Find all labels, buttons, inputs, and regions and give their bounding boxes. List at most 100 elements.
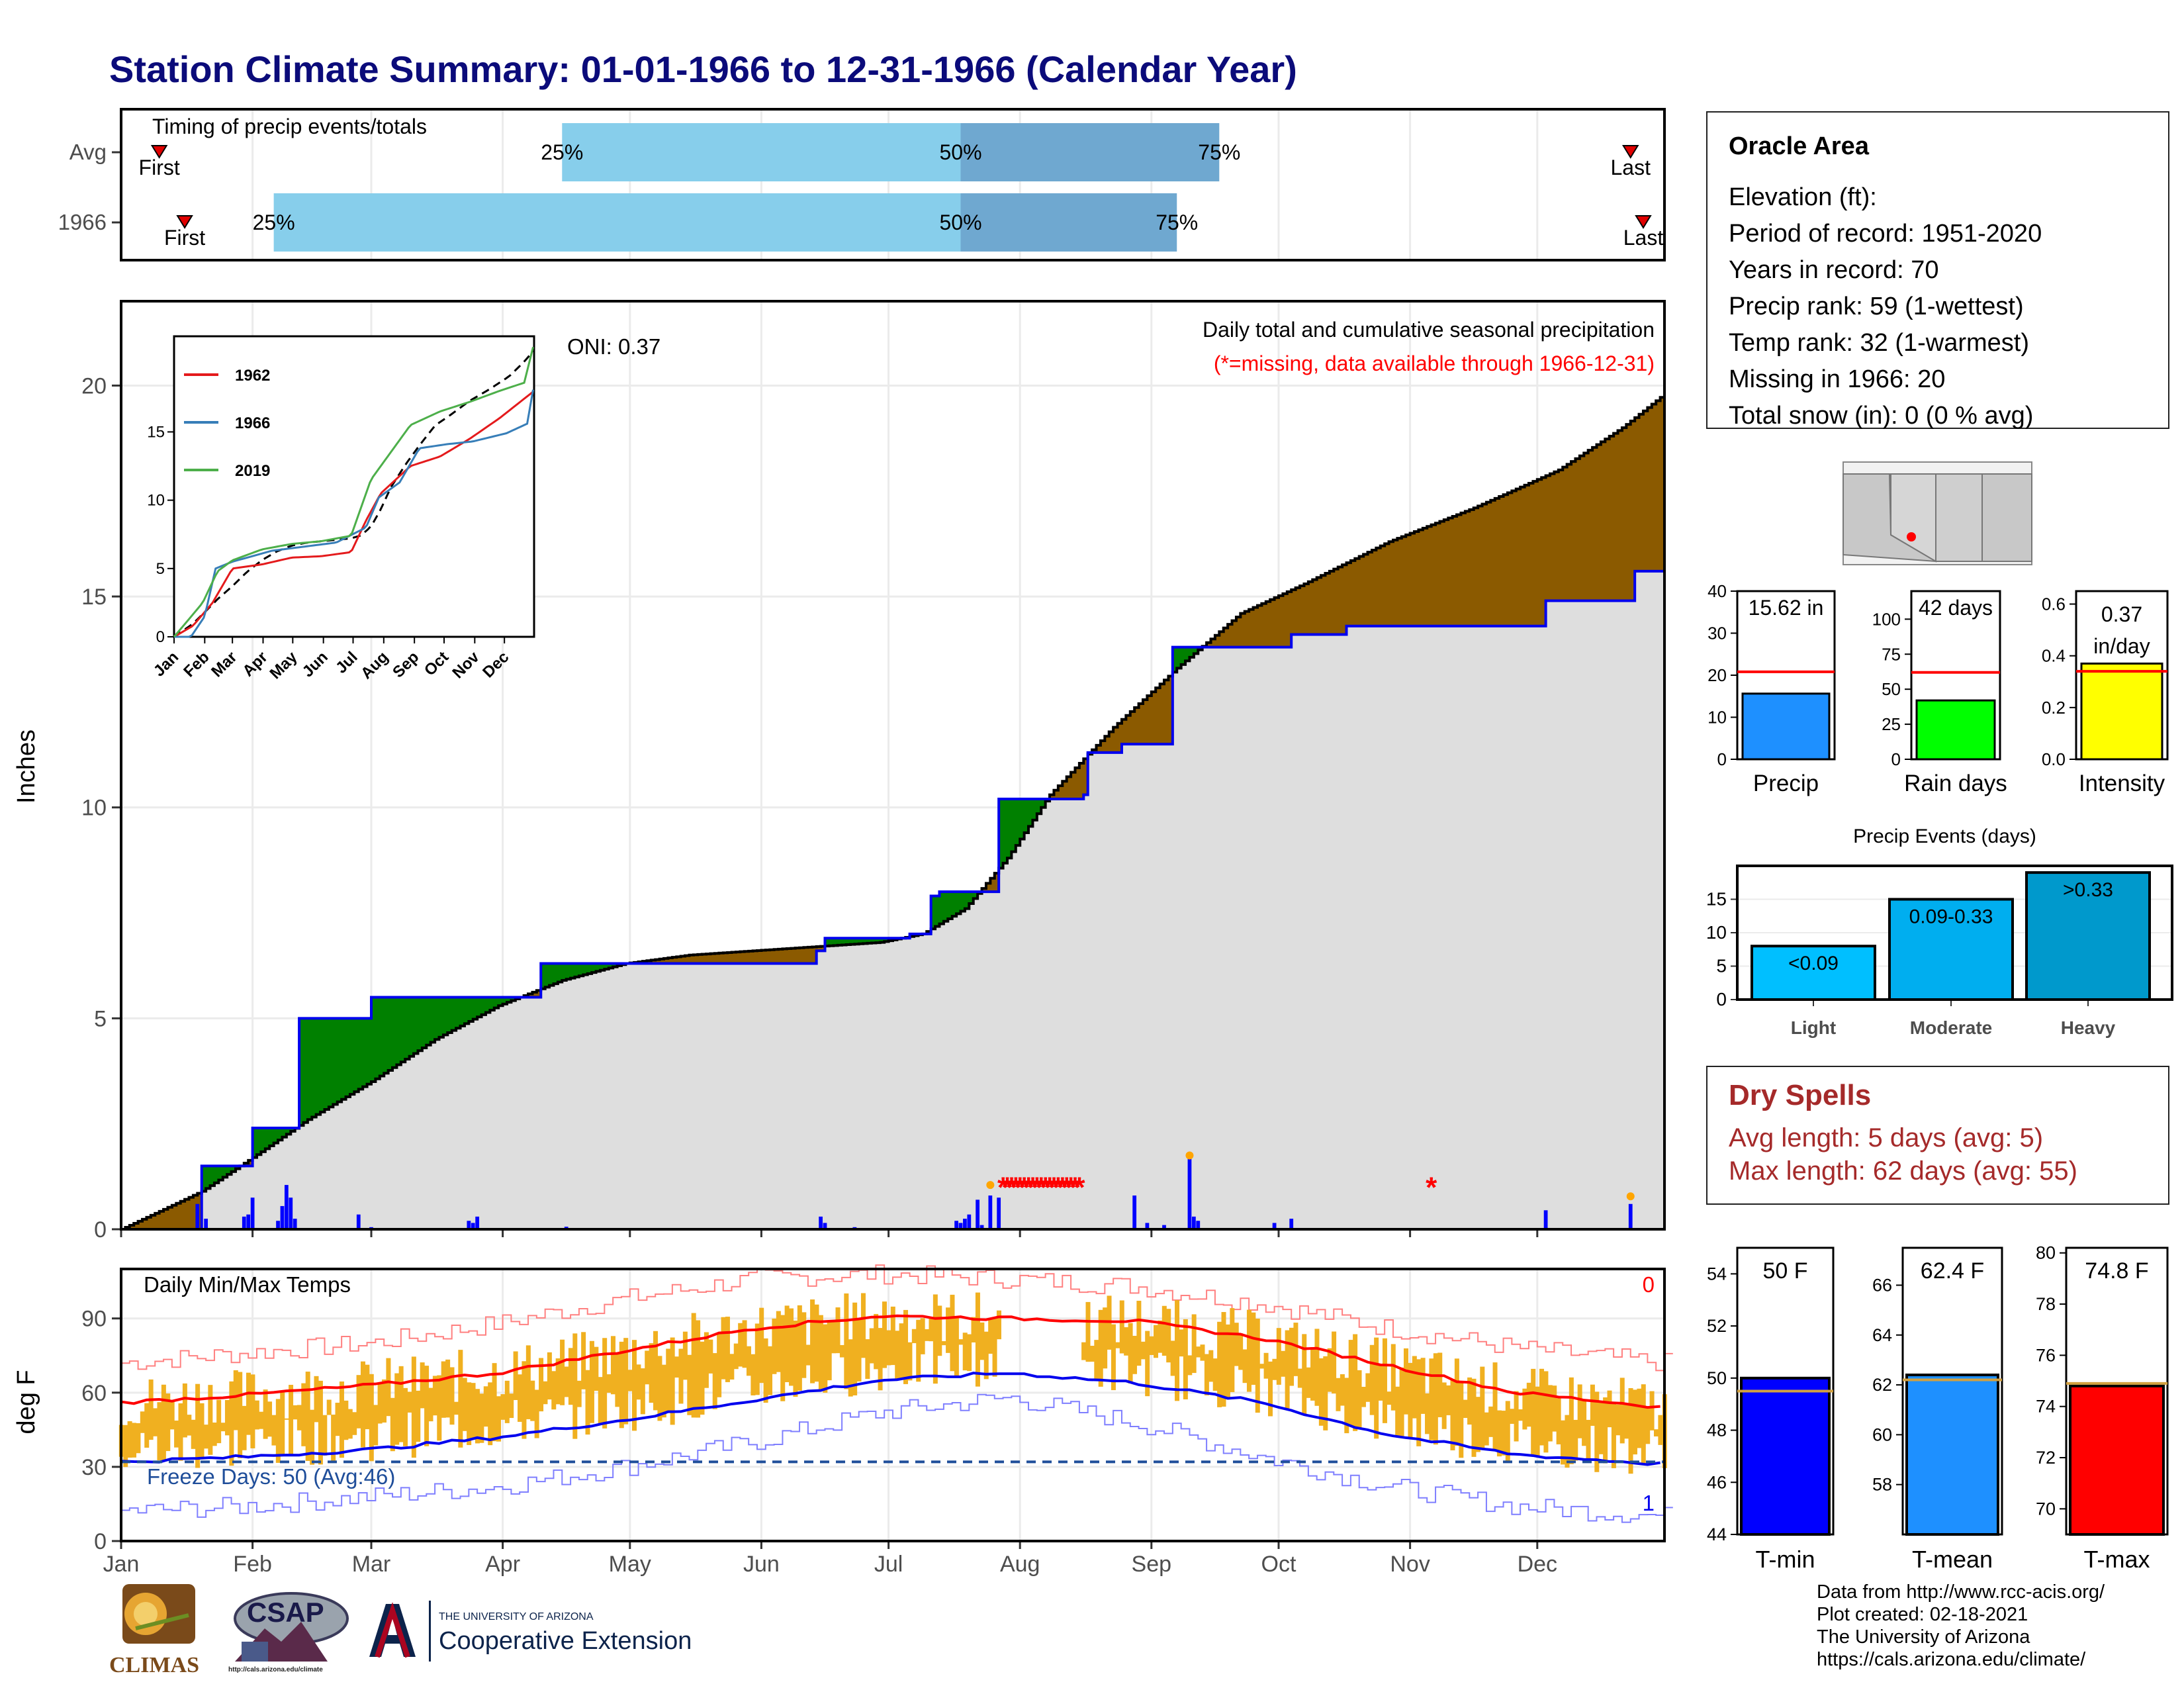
temp-daily-range-bar [246, 1372, 251, 1435]
temp-daily-range-bar [1332, 1331, 1337, 1394]
month-label: Oct [1261, 1552, 1297, 1577]
month-label: Dec [1518, 1552, 1557, 1577]
precip-daily-bar [1162, 1225, 1166, 1229]
temp-bar-ytick-label: 66 [1872, 1275, 1892, 1295]
temp-daily-range-bar [335, 1403, 340, 1436]
temp-daily-range-bar [263, 1389, 268, 1439]
precip-daily-bar [471, 1223, 475, 1229]
temp-daily-range-bar [148, 1379, 154, 1440]
temp-daily-range-bar [1327, 1348, 1332, 1392]
timing-marker-label: First [139, 156, 180, 179]
temp-daily-range-bar [1230, 1308, 1235, 1393]
temp-daily-range-bar [453, 1401, 459, 1415]
temp-daily-range-bar [874, 1313, 879, 1370]
temp-daily-range-bar [831, 1322, 837, 1354]
temp-daily-range-bar [983, 1331, 989, 1380]
temp-daily-range-bar [623, 1338, 629, 1425]
csap-cloud-icon [234, 1592, 349, 1662]
temp-daily-range-bar [700, 1341, 705, 1415]
temp-daily-range-bar [169, 1401, 175, 1430]
precip-daily-bar [979, 1225, 984, 1229]
temp-daily-range-bar [1395, 1386, 1400, 1436]
temp-daily-range-bar [322, 1415, 328, 1456]
mini-bar-value-label: 15.62 in [1749, 596, 1824, 620]
temp-bar-ytick-label: 44 [1707, 1524, 1727, 1544]
temp-daily-range-bar [920, 1318, 925, 1354]
temp-daily-range-bar [890, 1306, 895, 1366]
climas-logo[interactable]: CLIMAS [109, 1581, 218, 1680]
temp-daily-range-bar [547, 1352, 552, 1400]
mini-bar-ytick-label: 0.0 [2042, 749, 2066, 769]
map-state-shape [1981, 473, 2032, 562]
temp-daily-range-bar [933, 1294, 938, 1384]
temp-daily-range-bar [1242, 1349, 1248, 1383]
temp-daily-range-bar [1649, 1391, 1655, 1430]
temp-daily-range-bar [1510, 1409, 1515, 1424]
temp-daily-range-bar [1454, 1358, 1459, 1446]
temp-daily-range-bar [1140, 1341, 1146, 1360]
temp-daily-range-bar [224, 1399, 230, 1436]
mini-bar-ytick-label: 100 [1872, 609, 1901, 629]
temp-daily-range-bar [140, 1411, 145, 1433]
temp-daily-range-bar [182, 1383, 187, 1438]
temp-daily-range-bar [416, 1390, 421, 1442]
temp-daily-range-bar [1628, 1388, 1633, 1474]
temp-daily-range-bar [1196, 1346, 1201, 1358]
temp-daily-range-bar [886, 1330, 891, 1366]
mini-bar-ytick-label: 50 [1882, 679, 1901, 699]
temp-daily-range-bar [937, 1305, 942, 1356]
temp-daily-range-bar [1348, 1340, 1353, 1426]
temp-daily-range-bar [682, 1331, 688, 1380]
temp-daily-range-bar [1539, 1368, 1545, 1446]
temp-daily-range-bar [1429, 1358, 1434, 1440]
missing-marker: * [1036, 1172, 1048, 1204]
temp-bar-ytick-label: 70 [2036, 1499, 2056, 1519]
precip-avg-cumulative-line [121, 394, 1666, 1231]
missing-marker: * [1052, 1172, 1064, 1204]
csap-url: http://cals.arizona.edu/climate [228, 1666, 323, 1673]
temp-avg-line [120, 1314, 1661, 1409]
temp-daily-range-bar [1420, 1358, 1426, 1414]
temp-daily-range-bar [420, 1362, 425, 1409]
temp-daily-range-bar [852, 1302, 858, 1395]
temp-daily-range-bar [606, 1374, 612, 1393]
temp-frame [120, 1268, 1666, 1542]
temp-daily-range-bar [208, 1385, 213, 1455]
csap-logo[interactable]: CSAP http://cals.arizona.edu/climate [228, 1589, 354, 1681]
temp-daily-range-bar [1336, 1378, 1341, 1411]
temp-daily-range-bar [1365, 1373, 1371, 1402]
temp-bar-label: T-mean [1912, 1546, 1993, 1573]
credit-line: The University of Arizona [1817, 1626, 2030, 1648]
temp-bar-ytick-label: 54 [1707, 1264, 1727, 1284]
temp-daily-range-bar [136, 1423, 141, 1454]
temp-daily-range-bar [289, 1384, 294, 1455]
temp-daily-range-bar [267, 1401, 273, 1437]
temp-daily-range-bar [869, 1328, 874, 1364]
timing-bar-lower [273, 193, 961, 252]
temp-daily-range-bar [725, 1317, 730, 1382]
temp-daily-range-bar [347, 1409, 353, 1439]
missing-marker: * [1001, 1172, 1013, 1204]
temp-daily-range-bar [1561, 1420, 1566, 1465]
ua-block-a-icon [369, 1602, 416, 1658]
temp-bar-ytick-label: 78 [2036, 1294, 2056, 1314]
temp-daily-range-bar [1501, 1411, 1506, 1456]
temp-daily-range-bar [1514, 1391, 1519, 1442]
temp-daily-range-bar [1302, 1334, 1307, 1415]
temp-daily-range-bar [1170, 1340, 1175, 1376]
precip-daily-bar [284, 1185, 289, 1229]
precip-ytick-label: 5 [94, 1006, 107, 1031]
temp-bar [1905, 1374, 1999, 1536]
temp-daily-range-bar [462, 1378, 467, 1431]
temp-daily-range-bar [1441, 1382, 1447, 1429]
precip-daily-bar [958, 1223, 963, 1229]
temp-daily-range-bar [805, 1344, 811, 1366]
mini-bar-value-label: 42 days [1919, 596, 1993, 620]
temp-daily-range-bar [1238, 1333, 1244, 1370]
temp-bar-ytick-label: 60 [1872, 1425, 1892, 1444]
temp-daily-range-bar [488, 1382, 493, 1446]
dry-spells-avg: Avg length: 5 days (avg: 5) [1729, 1123, 2044, 1152]
precip-daily-bar [1628, 1203, 1633, 1229]
precip-daily-bar [1289, 1219, 1294, 1229]
ua-logo[interactable]: THE UNIVERSITY OF ARIZONA Cooperative Ex… [363, 1601, 747, 1667]
